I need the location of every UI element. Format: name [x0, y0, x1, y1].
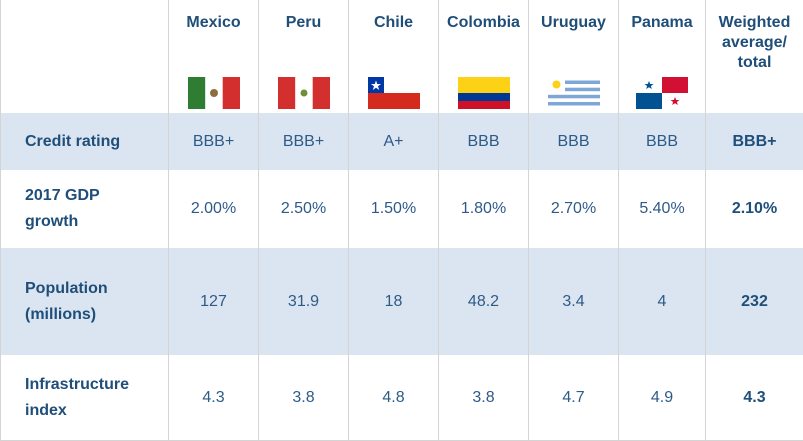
country-name: Panama: [631, 14, 693, 31]
flag: [457, 77, 510, 109]
value-cell: 4.3: [168, 355, 259, 441]
header-cell: Weighted average/ total: [705, 0, 803, 113]
value-cell: 18: [348, 248, 439, 355]
flag: [636, 77, 688, 109]
flag: [547, 77, 600, 109]
value-cell: 4: [618, 248, 706, 355]
total-cell: 232: [705, 248, 803, 355]
corner-cell: [0, 0, 169, 113]
header-row: Mexico Peru Chile Colombia Uruguay Panam…: [0, 0, 803, 113]
header-cell: Colombia: [438, 0, 529, 113]
value-cell: BBB+: [168, 113, 259, 170]
header-cell: Uruguay: [528, 0, 619, 113]
value-cell: BBB: [618, 113, 706, 170]
value-cell: 31.9: [258, 248, 349, 355]
value-cell: 4.7: [528, 355, 619, 441]
header-cell: Mexico: [168, 0, 259, 113]
value-cell: 3.8: [258, 355, 349, 441]
flag: [187, 77, 240, 109]
country-name: Uruguay: [541, 14, 606, 31]
row-label-text: Population (millions): [25, 279, 108, 323]
value-cell: BBB: [438, 113, 529, 170]
country-name: Mexico: [186, 14, 241, 31]
country-name: Colombia: [447, 14, 520, 31]
header-cell: Peru: [258, 0, 349, 113]
row-label: Infrastructure index: [0, 355, 169, 441]
value-cell: 1.50%: [348, 170, 439, 248]
value-cell: BBB: [528, 113, 619, 170]
row-label-text: Credit rating: [25, 132, 121, 150]
header-cell: Chile: [348, 0, 439, 113]
row-label: Credit rating: [0, 113, 169, 170]
flag: [277, 77, 330, 109]
total-header: Weighted average/ total: [718, 14, 791, 71]
country-name: Peru: [285, 14, 322, 31]
flag: [367, 77, 420, 109]
row-label: 2017 GDP growth: [0, 170, 169, 248]
value-cell: 1.80%: [438, 170, 529, 248]
value-cell: A+: [348, 113, 439, 170]
value-cell: 2.00%: [168, 170, 259, 248]
total-cell: BBB+: [705, 113, 803, 170]
value-cell: 3.4: [528, 248, 619, 355]
value-cell: 2.70%: [528, 170, 619, 248]
total-cell: 2.10%: [705, 170, 803, 248]
value-cell: 127: [168, 248, 259, 355]
value-cell: 3.8: [438, 355, 529, 441]
row-label-text: 2017 GDP growth: [25, 187, 100, 230]
value-cell: 2.50%: [258, 170, 349, 248]
header-cell: Panama: [618, 0, 706, 113]
value-cell: BBB+: [258, 113, 349, 170]
row-label-text: Infrastructure index: [25, 375, 130, 419]
country-name: Chile: [373, 14, 414, 31]
value-cell: 4.9: [618, 355, 706, 441]
value-cell: 4.8: [348, 355, 439, 441]
table-row: Infrastructure index 4.3 3.8 4.8 3.8 4.7 4.9 4.…: [0, 355, 803, 441]
table-row: Population (millions) 127 31.9 18 48.2 3.4 4 23…: [0, 248, 803, 355]
value-cell: 5.40%: [618, 170, 706, 248]
table-row: 2017 GDP growth 2.00% 2.50% 1.50% 1.80% 2.70%…: [0, 170, 803, 248]
total-cell: 4.3: [705, 355, 803, 441]
value-cell: 48.2: [438, 248, 529, 355]
table-row: Credit rating BBB+ BBB+ A+ BBB BBB BBB BBB+: [0, 113, 803, 170]
row-label: Population (millions): [0, 248, 169, 355]
